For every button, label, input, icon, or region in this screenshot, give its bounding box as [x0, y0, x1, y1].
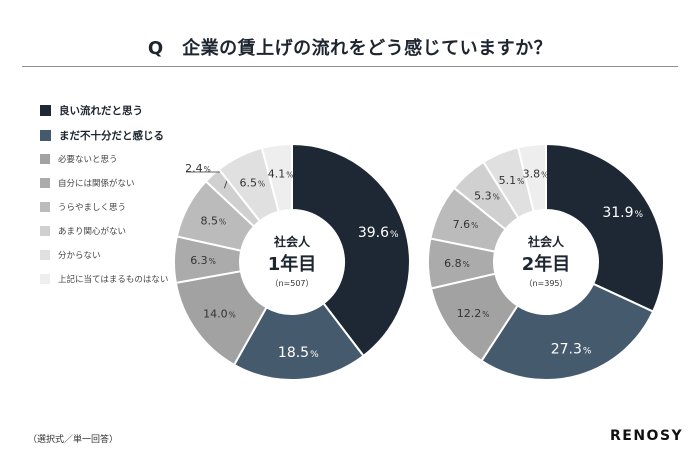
slice-value-label: 18.5%	[278, 345, 319, 361]
slice-unit: %	[258, 179, 265, 188]
slice-value-label: 7.6%	[453, 218, 479, 231]
slice-value-label: 31.9%	[602, 205, 643, 221]
legend-item: まだ不十分だと感じる	[40, 128, 164, 142]
legend-label: 良い流れだと思う	[59, 104, 143, 117]
slice-value-label: 6.8%	[444, 257, 470, 270]
slice-value-label: 12.2%	[457, 307, 490, 320]
center-year: 2年目	[522, 253, 571, 275]
slice-value-label: 5.3%	[474, 189, 500, 202]
slice-unit: %	[583, 346, 592, 356]
donut-chart: 31.9%27.3%12.2%6.8%7.6%5.3%5.1%3.8%社会人2年…	[427, 142, 665, 381]
slice-value: 6.8	[444, 257, 462, 270]
slice-value-label: 27.3%	[551, 341, 592, 357]
slice-value: 27.3	[551, 341, 582, 357]
legend-item: うらやましく思う	[40, 200, 126, 214]
pie-slice	[232, 301, 365, 381]
pie-slice	[480, 282, 655, 381]
legend-label: 分からない	[58, 251, 101, 261]
slice-unit: %	[204, 165, 211, 174]
slice-value: 6.5	[239, 176, 257, 189]
legend-item: 上記に当てはまるものはない	[40, 272, 168, 286]
pie-slice	[260, 142, 293, 213]
donut-charts: 39.6%18.5%14.0%6.3%8.5%2.4%6.5%4.1%社会人1年…	[173, 142, 665, 381]
legend-swatch	[40, 226, 50, 236]
legend-label: うらやましく思う	[58, 203, 127, 213]
brand-logo: RENOSY	[610, 428, 684, 444]
slice-value: 5.1	[499, 174, 517, 187]
slice-unit: %	[493, 192, 500, 201]
pie-slice	[545, 142, 665, 313]
slice-unit: %	[229, 311, 236, 320]
slice-value: 2.4	[185, 162, 203, 175]
slice-value: 12.2	[457, 307, 482, 320]
footnote: （選択式／単一回答）	[28, 435, 119, 445]
slice-value: 5.3	[474, 189, 492, 202]
slice-unit: %	[209, 257, 216, 266]
slice-unit: %	[471, 221, 478, 230]
legend-swatch	[40, 129, 51, 141]
slice-unit: %	[463, 260, 470, 269]
legend-item: 良い流れだと思う	[40, 103, 143, 117]
slice-value: 39.6	[358, 225, 389, 241]
center-title: 社会人	[273, 234, 311, 249]
legend-label: 自分には関係がない	[58, 179, 135, 189]
slice-unit: %	[634, 210, 643, 220]
slice-value: 18.5	[278, 345, 309, 361]
slice-value: 31.9	[602, 205, 633, 221]
slice-value-label: 8.5%	[200, 214, 226, 227]
legend-swatch	[40, 250, 50, 260]
slice-unit: %	[310, 350, 319, 360]
legend-swatch	[40, 202, 50, 212]
center-title: 社会人	[527, 234, 565, 249]
slice-unit: %	[482, 310, 489, 319]
center-year: 1年目	[268, 253, 317, 275]
slice-value-label: 6.3%	[190, 254, 216, 267]
slice-value: 6.3	[190, 254, 208, 267]
slice-value-label: 14.0%	[203, 308, 236, 321]
slice-value: 8.5	[200, 214, 218, 227]
slice-unit: %	[390, 230, 399, 240]
slice-value: 4.1	[268, 168, 286, 181]
slice-unit: %	[541, 171, 548, 180]
legend-swatch	[40, 104, 51, 116]
slice-value-label: 6.5%	[239, 176, 265, 189]
chart-title: Q 企業の賃上げの流れをどう感じていますか？	[147, 38, 553, 59]
slice-value: 14.0	[203, 308, 228, 321]
slice-value-label: 2.4%	[185, 162, 211, 175]
slice-value-label: 4.1%	[268, 168, 294, 181]
legend-label: あまり関心がない	[58, 227, 127, 237]
legend-item: あまり関心がない	[40, 224, 126, 238]
legend-swatch	[40, 154, 50, 164]
center-sample-size: （n=395）	[524, 279, 567, 288]
legend-label: 上記に当てはまるものはない	[58, 275, 169, 285]
legend-item: 分からない	[40, 248, 101, 262]
slice-unit: %	[219, 217, 226, 226]
legend-label: まだ不十分だと感じる	[59, 129, 164, 142]
legend-swatch	[40, 178, 50, 188]
legend-item: 必要ないと思う	[40, 152, 118, 166]
slice-value: 7.6	[453, 218, 471, 231]
slice-value: 3.8	[523, 168, 541, 181]
slice-unit: %	[286, 171, 293, 180]
slice-value-label: 39.6%	[358, 225, 399, 241]
pie-slice	[291, 142, 411, 358]
center-sample-size: （n=507）	[270, 279, 313, 288]
title-divider	[22, 66, 678, 67]
pie-slice	[516, 142, 547, 213]
slice-value-label: 5.1%	[499, 174, 525, 187]
legend-swatch	[40, 274, 50, 284]
legend-label: 必要ないと思う	[58, 155, 118, 165]
slice-unit: %	[517, 177, 524, 186]
slice-value-label: 3.8%	[523, 168, 549, 181]
donut-chart: 39.6%18.5%14.0%6.3%8.5%2.4%6.5%4.1%社会人1年…	[173, 142, 411, 381]
legend-item: 自分には関係がない	[40, 176, 135, 190]
